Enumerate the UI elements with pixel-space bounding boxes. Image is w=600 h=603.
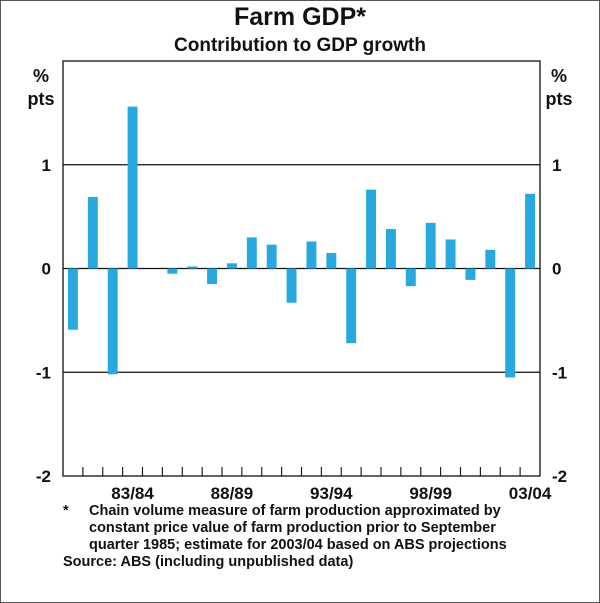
x-tick-label: 98/99 xyxy=(409,484,452,503)
bar xyxy=(346,268,357,344)
bar xyxy=(425,222,436,269)
y-tick-label-left: 1 xyxy=(42,156,51,175)
y-axis-label-left: % pts xyxy=(21,65,61,111)
y-axis-unit-right: % xyxy=(550,66,567,86)
y-tick-label-right: -1 xyxy=(552,363,567,382)
bar xyxy=(127,106,138,269)
bar xyxy=(405,268,416,287)
y-tick-label-left: -2 xyxy=(36,467,51,486)
bar xyxy=(187,266,198,269)
bar xyxy=(286,268,297,303)
bar xyxy=(207,268,218,285)
bar xyxy=(505,268,516,378)
x-tick-label: 83/84 xyxy=(111,484,154,503)
bar xyxy=(167,268,178,274)
chart-subtitle: Contribution to GDP growth xyxy=(174,35,426,56)
y-axis-label-right: % pts xyxy=(539,65,579,111)
bar xyxy=(366,189,377,269)
footnote-marker: * xyxy=(63,503,69,519)
bar xyxy=(107,268,118,375)
y-tick-label-right: 1 xyxy=(552,156,561,175)
x-tick-label: 03/04 xyxy=(509,484,552,503)
bar xyxy=(306,241,317,269)
bar xyxy=(67,268,78,330)
source-note: Source: ABS (including unpublished data) xyxy=(63,554,354,570)
footnote-text: Chain volume measure of farm production … xyxy=(89,503,507,553)
bar xyxy=(226,263,237,269)
bar xyxy=(326,252,337,269)
y-axis-unit-left-line2: pts xyxy=(27,89,55,109)
bar xyxy=(385,229,396,269)
bar xyxy=(246,237,257,269)
x-tick-label: 88/89 xyxy=(211,484,254,503)
bar xyxy=(525,193,536,269)
y-tick-label-left: -1 xyxy=(36,363,51,382)
bar xyxy=(87,196,98,269)
bar xyxy=(445,239,456,269)
y-tick-label-left: 0 xyxy=(42,260,51,279)
chart-title: Farm GDP* xyxy=(234,3,366,31)
y-tick-label-right: 0 xyxy=(552,260,561,279)
footnote: * Chain volume measure of farm productio… xyxy=(63,503,519,571)
bar xyxy=(266,244,277,269)
bar xyxy=(485,249,496,269)
bar xyxy=(465,268,476,280)
y-axis-unit-right-line2: pts xyxy=(545,89,573,109)
y-tick-label-right: -2 xyxy=(552,467,567,486)
y-axis-unit-left: % xyxy=(32,66,49,86)
x-tick-label: 93/94 xyxy=(310,484,353,503)
